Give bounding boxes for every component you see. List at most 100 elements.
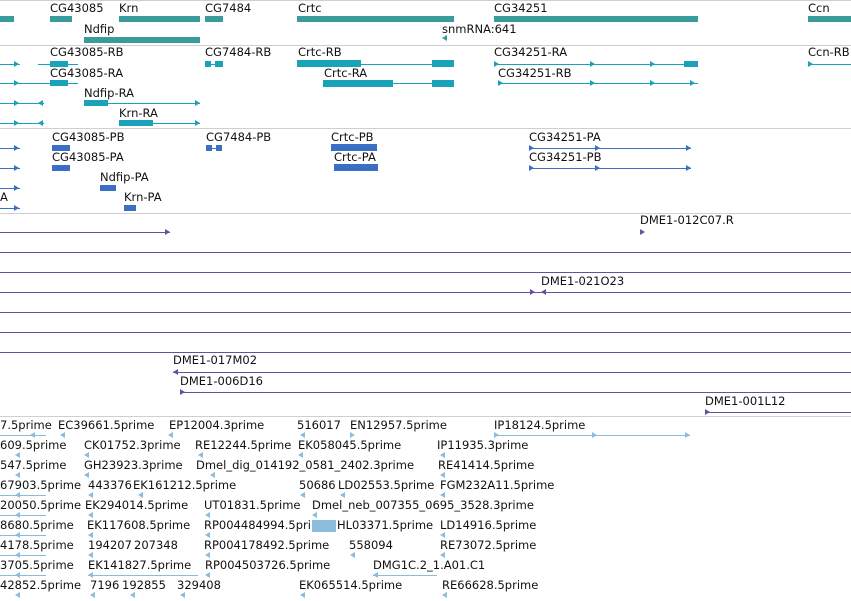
est-label[interactable]: UT01831.5prime: [204, 498, 301, 512]
protein-label[interactable]: CG43085-PA: [52, 150, 124, 164]
est-feature[interactable]: [88, 572, 93, 578]
gene-feature[interactable]: [0, 16, 14, 22]
est-feature[interactable]: [198, 452, 203, 458]
est-feature[interactable]: [205, 572, 210, 578]
est-label[interactable]: 4178.5prime: [0, 538, 74, 552]
est-feature[interactable]: [340, 492, 345, 498]
est-feature[interactable]: [440, 532, 445, 538]
clone-label[interactable]: DME1-001L12: [705, 394, 786, 408]
est-feature[interactable]: [130, 592, 135, 598]
est-label[interactable]: IP11935.3prime: [437, 438, 529, 452]
est-label[interactable]: 7196: [90, 578, 120, 592]
transcript-label[interactable]: CG43085-RB: [50, 45, 124, 59]
est-label[interactable]: Dmel_dig_014192_0581_2402.3prime: [196, 458, 415, 472]
est-label[interactable]: RP004503726.5prime: [205, 558, 331, 572]
est-feature[interactable]: [15, 512, 20, 518]
transcript-feature[interactable]: [808, 61, 813, 67]
gene-feature[interactable]: [205, 16, 223, 22]
est-label[interactable]: Dmel_neb_007355_0695_3528.3prime: [312, 498, 534, 512]
est-feature[interactable]: [88, 532, 93, 538]
est-feature[interactable]: [30, 432, 35, 438]
protein-label[interactable]: CG43085-PB: [52, 130, 125, 144]
protein-feature[interactable]: [334, 164, 378, 171]
transcript-label[interactable]: Crtc-RB: [298, 45, 342, 59]
est-feature[interactable]: [138, 492, 143, 498]
clone-feature[interactable]: [0, 292, 851, 293]
clone-label[interactable]: DME1-012C07.R: [640, 213, 734, 227]
transcript-feature[interactable]: [297, 60, 361, 67]
est-feature[interactable]: [168, 432, 173, 438]
est-label[interactable]: LD02553.5prime: [338, 478, 435, 492]
est-feature[interactable]: [442, 592, 447, 598]
est-feature[interactable]: [180, 592, 185, 598]
clone-feature[interactable]: [0, 352, 851, 353]
est-feature[interactable]: [440, 552, 445, 558]
est-label[interactable]: RE41414.5prime: [438, 458, 535, 472]
transcript-feature[interactable]: [323, 80, 393, 87]
est-label[interactable]: EK117608.5prime: [87, 518, 191, 532]
protein-feature[interactable]: [124, 205, 136, 211]
gene-label[interactable]: Ccn: [808, 1, 830, 15]
est-label[interactable]: 558094: [349, 538, 393, 552]
clone-feature[interactable]: [0, 332, 851, 333]
est-feature[interactable]: [15, 452, 20, 458]
transcript-feature[interactable]: [50, 80, 68, 86]
clone-label[interactable]: DME1-006D16: [180, 374, 263, 388]
clone-feature[interactable]: [180, 392, 851, 393]
clone-feature[interactable]: [0, 252, 851, 253]
est-feature[interactable]: [205, 552, 210, 558]
transcript-feature[interactable]: [119, 120, 153, 126]
est-label[interactable]: RP004484994.5prime: [204, 518, 330, 532]
gene-label[interactable]: Ndfip: [84, 22, 115, 36]
est-label[interactable]: RE12244.5prime: [195, 438, 292, 452]
est-label[interactable]: LD14916.5prime: [440, 518, 537, 532]
transcript-label[interactable]: CG43085-RA: [50, 66, 124, 80]
gene-feature[interactable]: [50, 16, 72, 22]
gene-label[interactable]: Krn: [119, 1, 139, 15]
est-label[interactable]: 547.5prime: [0, 458, 67, 472]
est-feature[interactable]: [350, 552, 355, 558]
est-label[interactable]: 194207: [88, 538, 132, 552]
est-feature[interactable]: [494, 432, 499, 438]
est-label[interactable]: EC39661.5prime: [58, 418, 155, 432]
est-label[interactable]: IP18124.5prime: [494, 418, 586, 432]
est-feature[interactable]: [90, 592, 95, 598]
est-feature[interactable]: [440, 452, 445, 458]
clone-feature[interactable]: [0, 272, 851, 273]
transcript-label[interactable]: Crtc-RA: [324, 66, 368, 80]
transcript-label[interactable]: CG7484-RB: [205, 45, 272, 59]
est-feature[interactable]: [15, 592, 20, 598]
est-label[interactable]: 67903.5prime: [0, 478, 82, 492]
est-feature[interactable]: [210, 472, 215, 478]
est-label[interactable]: EP12004.3prime: [169, 418, 265, 432]
transcript-label[interactable]: Ccn-RB: [808, 45, 850, 59]
est-label[interactable]: CK01752.3prime: [84, 438, 181, 452]
est-label[interactable]: 516017: [297, 418, 341, 432]
est-feature[interactable]: [312, 512, 317, 518]
est-feature[interactable]: [350, 432, 355, 438]
est-label[interactable]: 192855: [122, 578, 166, 592]
protein-feature[interactable]: [529, 165, 534, 171]
est-label[interactable]: 42852.5prime: [0, 578, 82, 592]
protein-label[interactable]: Ndfip-PA: [100, 170, 149, 184]
est-feature[interactable]: [15, 492, 20, 498]
gene-feature[interactable]: [84, 37, 200, 43]
est-feature[interactable]: [84, 472, 89, 478]
gene-feature[interactable]: [494, 16, 698, 22]
est-label[interactable]: EK294014.5prime: [85, 498, 189, 512]
est-label[interactable]: EK161212.5prime: [133, 478, 237, 492]
est-label[interactable]: 7.5prime: [0, 418, 52, 432]
est-feature[interactable]: [84, 452, 89, 458]
est-label[interactable]: 609.5prime: [0, 438, 67, 452]
est-feature[interactable]: [440, 472, 445, 478]
gene-feature[interactable]: [297, 16, 454, 22]
est-feature[interactable]: [300, 432, 305, 438]
est-feature[interactable]: [440, 492, 445, 498]
est-feature[interactable]: [15, 532, 20, 538]
est-label[interactable]: HL03371.5prime: [337, 518, 434, 532]
clone-feature[interactable]: [640, 229, 645, 235]
est-label[interactable]: RE73072.5prime: [440, 538, 537, 552]
est-label[interactable]: EK141827.5prime: [88, 558, 192, 572]
est-label[interactable]: RP004178492.5prime: [204, 538, 330, 552]
protein-feature[interactable]: [52, 165, 70, 171]
